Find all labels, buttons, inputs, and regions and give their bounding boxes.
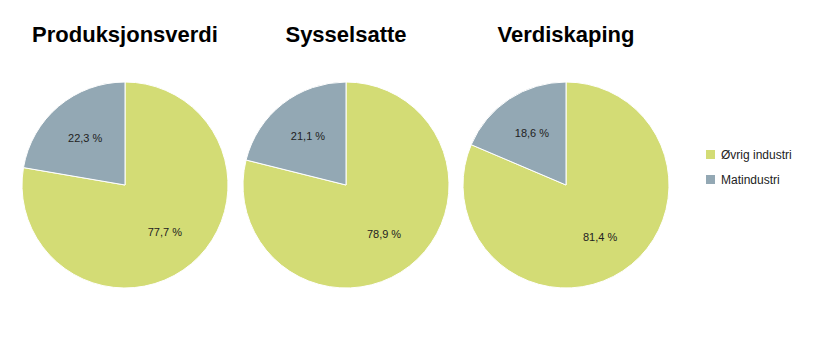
pie-title: Sysselsatte — [285, 22, 406, 47]
data-label: 77,7 % — [148, 226, 182, 238]
pie-slice — [471, 82, 566, 185]
chart-container: Produksjonsverdi 77,7 % 22,3 % Sysselsatte 7… — [0, 0, 840, 354]
pie-slice — [23, 82, 125, 185]
legend-label: Øvrig industri — [721, 148, 792, 162]
legend-swatch — [706, 175, 715, 184]
pie-slice — [246, 82, 346, 185]
pie-slice — [22, 82, 228, 288]
pie — [22, 82, 228, 288]
pie-slice — [463, 82, 669, 288]
data-label: 21,1 % — [291, 130, 325, 142]
data-label: 78,9 % — [367, 228, 401, 240]
pie — [243, 82, 449, 288]
chart: Produksjonsverdi 77,7 % 22,3 % Sysselsatte 7… — [0, 0, 840, 354]
legend: Øvrig industri Matindustri — [706, 148, 792, 187]
data-label: 18,6 % — [515, 127, 549, 139]
pie-title: Verdiskaping — [498, 22, 635, 47]
pie-title: Produksjonsverdi — [32, 22, 218, 47]
pie — [463, 82, 669, 288]
data-label: 22,3 % — [68, 132, 102, 144]
pie-slice — [243, 82, 449, 288]
legend-label: Matindustri — [721, 173, 780, 187]
data-label: 81,4 % — [583, 231, 617, 243]
legend-swatch — [706, 150, 715, 159]
